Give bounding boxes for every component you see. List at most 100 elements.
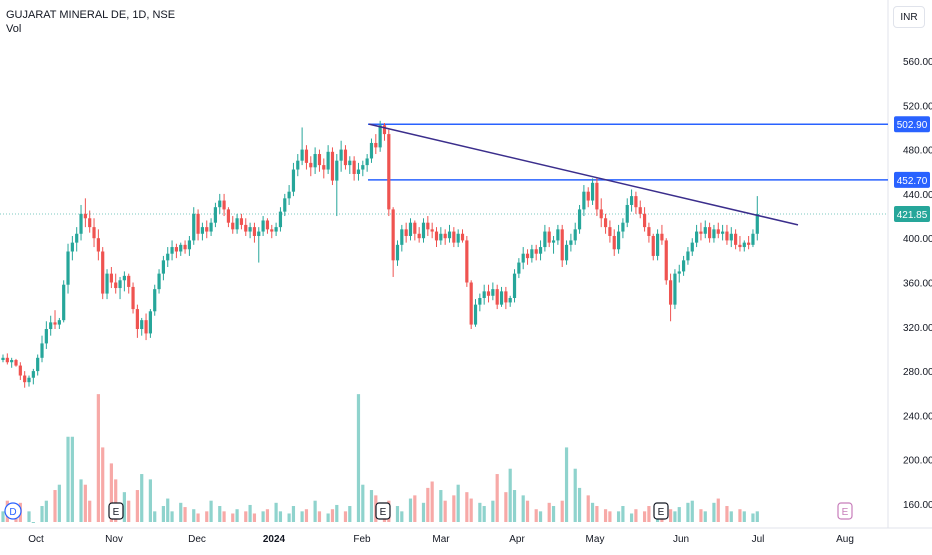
candle-body[interactable] [482, 291, 486, 299]
candle-body[interactable] [40, 343, 44, 358]
candle-body[interactable] [343, 149, 348, 166]
earnings-marker[interactable] [375, 502, 391, 520]
candle-body[interactable] [460, 233, 465, 241]
candle-body[interactable] [603, 218, 608, 228]
candle-body[interactable] [70, 242, 74, 252]
candle-body[interactable] [547, 231, 551, 243]
candle-body[interactable] [244, 224, 248, 232]
candle-body[interactable] [88, 218, 92, 228]
candle-body[interactable] [625, 204, 629, 223]
candle-body[interactable] [278, 211, 283, 228]
candle-body[interactable] [469, 282, 473, 325]
candle-body[interactable] [31, 371, 35, 378]
candle-body[interactable] [200, 227, 205, 234]
candle-body[interactable] [352, 160, 356, 174]
candle-body[interactable] [747, 242, 751, 245]
candle-body[interactable] [651, 235, 655, 256]
candle-body[interactable] [140, 320, 144, 330]
candle-body[interactable] [616, 231, 621, 250]
candle-body[interactable] [413, 222, 417, 234]
candle-body[interactable] [664, 240, 668, 281]
candle-body[interactable] [655, 233, 660, 256]
candle-body[interactable] [569, 240, 573, 245]
candle-body[interactable] [309, 162, 313, 168]
candle-body[interactable] [356, 169, 361, 174]
candle-body[interactable] [14, 360, 18, 366]
candle-body[interactable] [114, 282, 118, 289]
candle-body[interactable] [586, 191, 590, 201]
candle-body[interactable] [348, 160, 352, 166]
candle-body[interactable] [304, 149, 309, 163]
candle-body[interactable] [5, 357, 9, 363]
candle-body[interactable] [174, 247, 178, 252]
candle-body[interactable] [57, 320, 61, 325]
candle-body[interactable] [135, 309, 139, 330]
candle-body[interactable] [118, 280, 122, 289]
candle-body[interactable] [261, 220, 265, 232]
level-price-tag[interactable] [894, 171, 930, 188]
candle-body[interactable] [677, 271, 681, 274]
candle-body[interactable] [612, 235, 616, 250]
candle-body[interactable] [686, 251, 690, 261]
candle-body[interactable] [291, 169, 296, 192]
candle-body[interactable] [525, 253, 530, 259]
candle-body[interactable] [339, 149, 343, 161]
candle-body[interactable] [317, 154, 322, 166]
candle-body[interactable] [673, 273, 677, 305]
earnings-marker[interactable] [108, 502, 124, 520]
candle-body[interactable] [734, 233, 738, 245]
candle-body[interactable] [699, 231, 703, 234]
candle-body[interactable] [456, 233, 460, 243]
candle-body[interactable] [751, 233, 755, 245]
candle-body[interactable] [543, 231, 547, 248]
candle-body[interactable] [660, 233, 664, 241]
candle-body[interactable] [296, 160, 300, 170]
candle-body[interactable] [300, 149, 304, 161]
candle-body[interactable] [248, 227, 252, 232]
candle-body[interactable] [322, 165, 326, 170]
candle-body[interactable] [708, 227, 712, 239]
candle-body[interactable] [478, 298, 482, 305]
candle-body[interactable] [395, 244, 400, 261]
candle-body[interactable] [27, 377, 31, 383]
candle-body[interactable] [92, 227, 96, 239]
candle-body[interactable] [668, 280, 673, 305]
candle-body[interactable] [387, 134, 391, 210]
candle-body[interactable] [283, 198, 287, 212]
candle-body[interactable] [101, 251, 105, 294]
candle-body[interactable] [10, 360, 14, 363]
last-price-tag[interactable] [894, 206, 930, 223]
candle-body[interactable] [127, 275, 131, 287]
candle-body[interactable] [157, 273, 161, 290]
candle-body[interactable] [508, 298, 512, 303]
earnings-marker[interactable] [653, 502, 669, 520]
currency-badge[interactable]: INR [893, 6, 925, 28]
candle-body[interactable] [369, 142, 374, 159]
candle-body[interactable] [361, 165, 365, 170]
candle-body[interactable] [521, 253, 525, 263]
candle-body[interactable] [573, 229, 577, 241]
candle-body[interactable] [36, 357, 40, 372]
candle-body[interactable] [326, 151, 330, 170]
candle-body[interactable] [729, 233, 733, 241]
candle-body[interactable] [582, 191, 586, 210]
candle-body[interactable] [504, 291, 508, 303]
candle-body[interactable] [742, 242, 746, 248]
candle-body[interactable] [391, 209, 395, 261]
candle-body[interactable] [499, 291, 504, 305]
candle-body[interactable] [721, 231, 725, 234]
candle-body[interactable] [577, 209, 582, 230]
dividend-marker[interactable] [4, 502, 22, 520]
candle-body[interactable] [486, 291, 491, 296]
candle-body[interactable] [226, 209, 231, 223]
candle-body[interactable] [716, 229, 720, 234]
candle-body[interactable] [23, 375, 27, 383]
candle-body[interactable] [382, 125, 387, 135]
candle-body[interactable] [534, 249, 538, 254]
candle-body[interactable] [62, 284, 66, 321]
candle-body[interactable] [426, 222, 430, 230]
candle-body[interactable] [681, 260, 686, 272]
symbol-title[interactable]: GUJARAT MINERAL DE, 1D, NSE [6, 9, 176, 21]
